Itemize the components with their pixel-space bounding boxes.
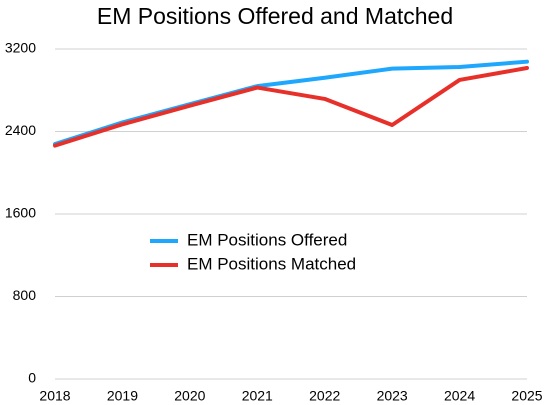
x-tick-label: 2018: [39, 388, 70, 404]
chart-title: EM Positions Offered and Matched: [97, 3, 453, 29]
x-tick-label: 2019: [107, 388, 138, 404]
x-tick-label: 2025: [511, 388, 542, 404]
x-tick-label: 2020: [174, 388, 205, 404]
x-tick-label: 2023: [377, 388, 408, 404]
data-line: [53, 65, 529, 148]
y-tick-label: 3200: [5, 40, 36, 56]
x-tick-label: 2021: [242, 388, 273, 404]
y-tick-label: 800: [13, 287, 37, 303]
y-tick-label: 2400: [5, 122, 36, 138]
y-tick-label: 1600: [5, 205, 36, 221]
x-tick-label: 2024: [444, 388, 475, 404]
legend-label: EM Positions Matched: [187, 254, 356, 273]
legend-label: EM Positions Offered: [187, 230, 347, 249]
y-tick-label: 0: [28, 370, 36, 386]
x-tick-label: 2022: [309, 388, 340, 404]
